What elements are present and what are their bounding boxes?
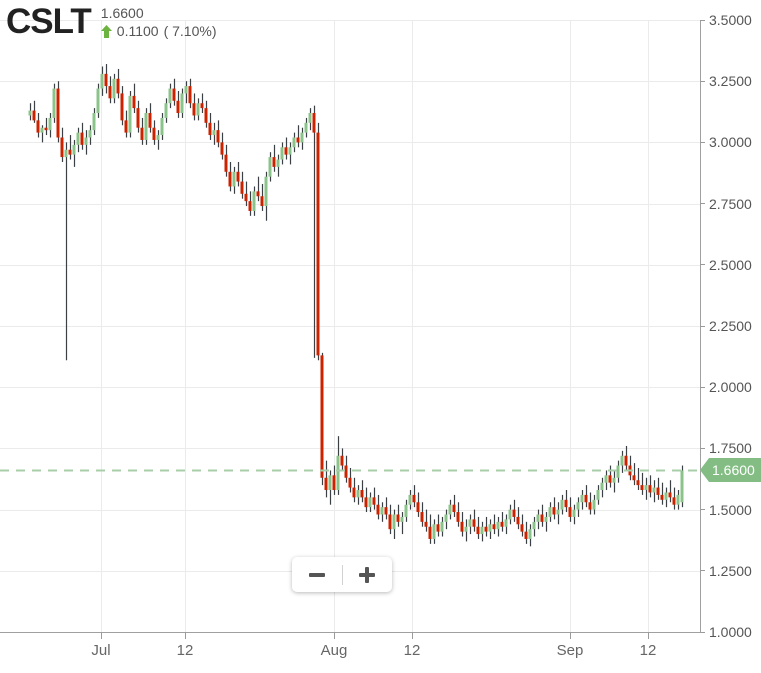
x-axis-tick-label: 12 xyxy=(639,642,657,659)
price-change-percent: ( 7.10%) xyxy=(163,23,217,39)
y-axis-tick: 1.0000 xyxy=(700,624,752,640)
y-axis-tick-label: 2.2500 xyxy=(709,318,752,334)
y-axis-tick-label: 3.5000 xyxy=(709,12,752,28)
x-axis-tick-mark xyxy=(570,632,571,639)
zoom-in-button[interactable] xyxy=(343,557,393,592)
x-axis-tick-mark xyxy=(185,632,186,639)
candlestick-series xyxy=(28,64,684,547)
y-axis-tick-label: 2.0000 xyxy=(709,379,752,396)
x-axis-tick-label: 12 xyxy=(403,642,421,659)
y-axis-tick-mark xyxy=(700,203,705,205)
chart-plot-area[interactable] xyxy=(0,20,700,632)
x-axis-tick-label: 12 xyxy=(176,642,194,659)
x-axis-tick-label: Jul xyxy=(91,642,111,659)
y-axis-tick: 2.5000 xyxy=(700,257,752,273)
zoom-control xyxy=(292,557,392,592)
y-axis-tick-label: 3.2500 xyxy=(709,73,752,90)
y-axis-tick-mark xyxy=(700,19,705,21)
y-axis-tick-mark xyxy=(700,570,705,572)
x-axis-tick-label: Aug xyxy=(320,642,348,659)
x-axis-line xyxy=(0,632,701,633)
x-axis-tick-mark xyxy=(412,632,413,639)
x-axis-tick-mark xyxy=(334,632,335,639)
zoom-out-button[interactable] xyxy=(292,557,342,592)
y-axis-tick-label: 2.7500 xyxy=(709,195,752,212)
y-axis-tick: 3.5000 xyxy=(700,12,752,28)
x-axis-tick-mark xyxy=(648,632,649,639)
y-axis-tick: 3.0000 xyxy=(700,134,752,150)
up-arrow-icon xyxy=(100,25,112,38)
zoom-control-divider xyxy=(341,564,343,585)
y-axis-tick-mark xyxy=(700,447,705,449)
y-axis-tick-label: 1.2500 xyxy=(709,562,752,579)
y-axis-tick-mark xyxy=(700,264,705,266)
y-axis-tick: 1.2500 xyxy=(700,563,752,579)
y-axis-tick-mark xyxy=(700,386,705,388)
y-axis-tick-label: 1.5000 xyxy=(709,501,752,518)
y-axis-tick-mark xyxy=(700,325,705,327)
chart-gridlines xyxy=(0,20,700,632)
y-axis: 3.5000 3.2500 3.0000 2.7500 2.5000 2.2500 2.00… xyxy=(700,0,761,673)
quote-details: 1.6600 0.1100 ( 7.10%) xyxy=(100,2,217,40)
y-axis-tick-mark xyxy=(700,631,705,633)
y-axis-tick: 2.2500 xyxy=(700,318,752,334)
y-axis-tick: 1.7500 xyxy=(700,440,752,456)
minus-icon xyxy=(308,572,325,577)
y-axis-tick-label: 2.5000 xyxy=(709,256,752,273)
price-change-row: 0.1100 ( 7.10%) xyxy=(100,23,217,40)
y-axis-tick: 3.2500 xyxy=(700,73,752,89)
price-change-absolute: 0.1100 xyxy=(116,23,159,39)
last-price: 1.6600 xyxy=(100,5,144,21)
plus-icon xyxy=(359,566,376,583)
y-axis-tick: 2.0000 xyxy=(700,379,752,395)
y-axis-tick-label: 1.7500 xyxy=(709,440,752,457)
y-axis-tick-mark xyxy=(700,80,705,82)
ticker-symbol: CSLT xyxy=(6,2,92,41)
x-axis-tick-mark xyxy=(101,632,102,639)
y-axis-tick-mark xyxy=(700,509,705,511)
current-price-dashed-line xyxy=(0,469,700,472)
y-axis-tick-mark xyxy=(700,141,705,143)
y-axis-tick-label: 1.0000 xyxy=(709,624,752,640)
x-axis-tick-label: Sep xyxy=(556,642,584,659)
price-tag-value: 1.6600 xyxy=(709,458,761,483)
y-axis-tick-label: 3.0000 xyxy=(709,134,752,151)
quote-header: CSLT 1.6600 0.1100 ( 7.10%) xyxy=(6,2,217,42)
y-axis-tick: 2.7500 xyxy=(700,196,752,212)
price-tag-arrow-icon xyxy=(700,458,709,483)
current-price-tag: 1.6600 xyxy=(700,458,761,483)
y-axis-tick: 1.5000 xyxy=(700,502,752,518)
